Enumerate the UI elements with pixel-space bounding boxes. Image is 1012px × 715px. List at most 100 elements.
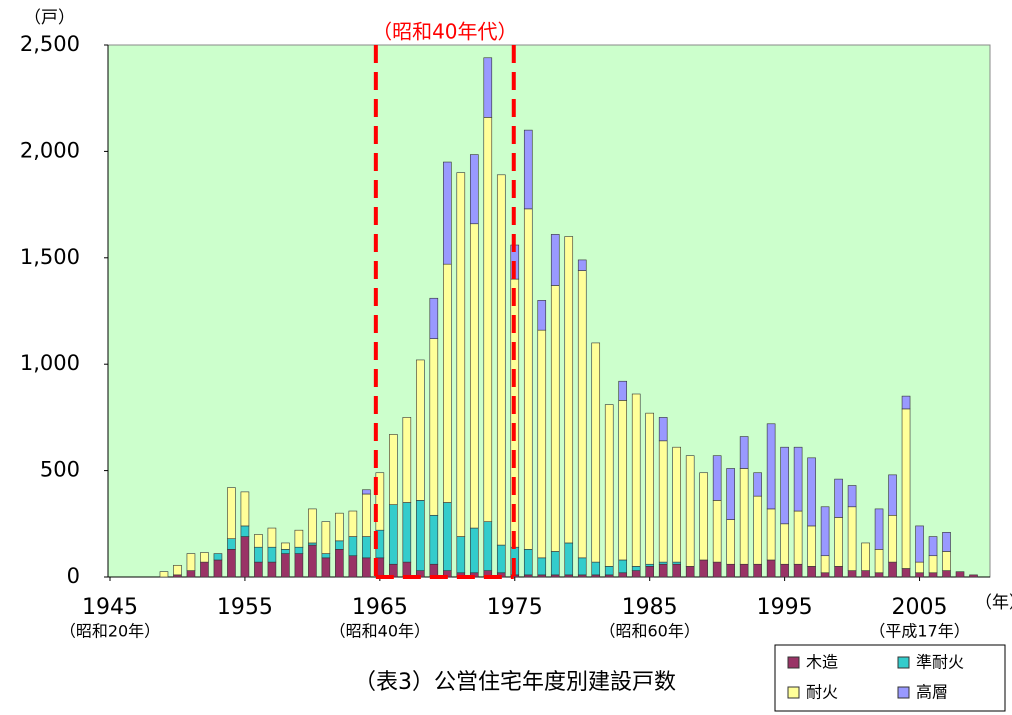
bar-segment — [537, 329, 547, 559]
x-tick-sublabel: （平成17年） — [869, 622, 969, 641]
bar-segment — [335, 540, 344, 550]
bar-segment — [807, 566, 816, 578]
x-tick-label: 1945 — [82, 595, 138, 620]
bar-segment — [308, 508, 317, 544]
bar-segment — [213, 553, 223, 561]
x-tick-sublabel: （昭和20年） — [60, 622, 160, 641]
bar-segment — [591, 561, 601, 576]
bar-segment — [874, 572, 884, 578]
bar-segment — [321, 553, 331, 559]
bar-segment — [173, 574, 182, 578]
bar-segment — [820, 555, 830, 574]
x-tick-label: 1985 — [622, 595, 678, 620]
bar-segment — [402, 502, 412, 563]
bar-segment — [443, 161, 452, 265]
x-unit-label: （年） — [975, 593, 1012, 613]
bar-segment — [766, 559, 776, 578]
y-unit-label: （戸） — [24, 8, 75, 28]
bar-segment — [483, 57, 493, 118]
bar-segment — [362, 536, 371, 559]
bar-segment — [618, 559, 628, 574]
bar-segment — [483, 521, 493, 571]
bar-segment — [604, 566, 614, 576]
bar-segment — [200, 561, 209, 578]
bar-segment — [699, 559, 708, 578]
bar-segment — [294, 553, 304, 578]
bar-segment — [712, 455, 722, 501]
bar-segment — [267, 546, 277, 563]
bar-segment — [429, 297, 439, 339]
legend-swatch — [897, 656, 910, 669]
bar-segment — [240, 525, 250, 537]
bar-segment — [699, 472, 708, 561]
bar-segment — [496, 544, 506, 574]
bar-segment — [267, 561, 277, 578]
bar-segment — [861, 570, 870, 578]
bar-segment — [469, 154, 479, 225]
bar-segment — [496, 174, 506, 546]
bar-segment — [227, 549, 236, 578]
legend-label: 準耐火 — [916, 653, 964, 672]
bar-segment — [631, 566, 641, 571]
legend-label: 高層 — [916, 683, 948, 702]
bar-segment — [847, 570, 857, 578]
bar-segment — [726, 563, 735, 578]
bar-segment — [739, 468, 749, 565]
bar-segment — [348, 555, 358, 578]
bar-segment — [672, 561, 681, 565]
bar-segment — [267, 527, 277, 548]
bar-segment — [294, 529, 304, 548]
bar-segment — [227, 487, 236, 539]
bar-segment — [645, 563, 654, 567]
bar-segment — [159, 571, 169, 578]
bar-segment — [375, 472, 385, 531]
bar-segment — [362, 557, 371, 578]
legend-label: 木造 — [806, 653, 838, 672]
x-tick-label: 1955 — [217, 595, 273, 620]
plot-area — [107, 44, 991, 578]
x-tick-sublabel: （昭和40年） — [330, 622, 430, 641]
bar-segment — [254, 561, 263, 578]
bar-segment — [766, 423, 776, 510]
bar-segment — [281, 542, 290, 550]
bar-segment — [389, 434, 398, 505]
bar-segment — [550, 285, 560, 552]
bar-segment — [631, 393, 641, 567]
bar-segment — [550, 551, 560, 576]
bar-segment — [240, 536, 250, 578]
bar-segment — [456, 172, 466, 537]
bar-segment — [928, 555, 938, 574]
bar-segment — [402, 561, 412, 578]
bar-segment — [915, 525, 924, 563]
chart-title: （表3）公営住宅年度別建設戸数 — [354, 670, 676, 695]
bar-segment — [362, 489, 371, 495]
bar-segment — [780, 563, 789, 578]
bar-segment — [888, 514, 897, 563]
bar-segment — [834, 517, 843, 567]
bar-segment — [591, 342, 601, 563]
bar-segment — [847, 485, 857, 508]
bar-segment — [928, 572, 938, 578]
bar-segment — [321, 521, 331, 554]
highlight-label: （昭和40年代） — [372, 20, 517, 44]
bar-segment — [308, 542, 317, 546]
bar-segment — [726, 468, 735, 520]
bar-segment — [200, 552, 209, 563]
x-tick-label: 1975 — [487, 595, 543, 620]
bar-segment — [348, 510, 358, 537]
x-tick-label: 1965 — [352, 595, 408, 620]
bar-segment — [348, 536, 358, 557]
bar-segment — [618, 572, 628, 578]
bar-segment — [658, 417, 668, 442]
y-tick-label: 500 — [40, 458, 80, 482]
bar-segment — [213, 559, 223, 578]
x-tick-label: 1995 — [757, 595, 813, 620]
bar-segment — [766, 508, 776, 561]
legend-swatch — [787, 686, 800, 699]
bar-segment — [942, 570, 951, 578]
bar-segment — [739, 563, 749, 578]
bar-segment — [658, 440, 668, 563]
bar-segment — [443, 263, 452, 503]
bar-segment — [308, 544, 317, 578]
bar-segment — [672, 446, 681, 563]
